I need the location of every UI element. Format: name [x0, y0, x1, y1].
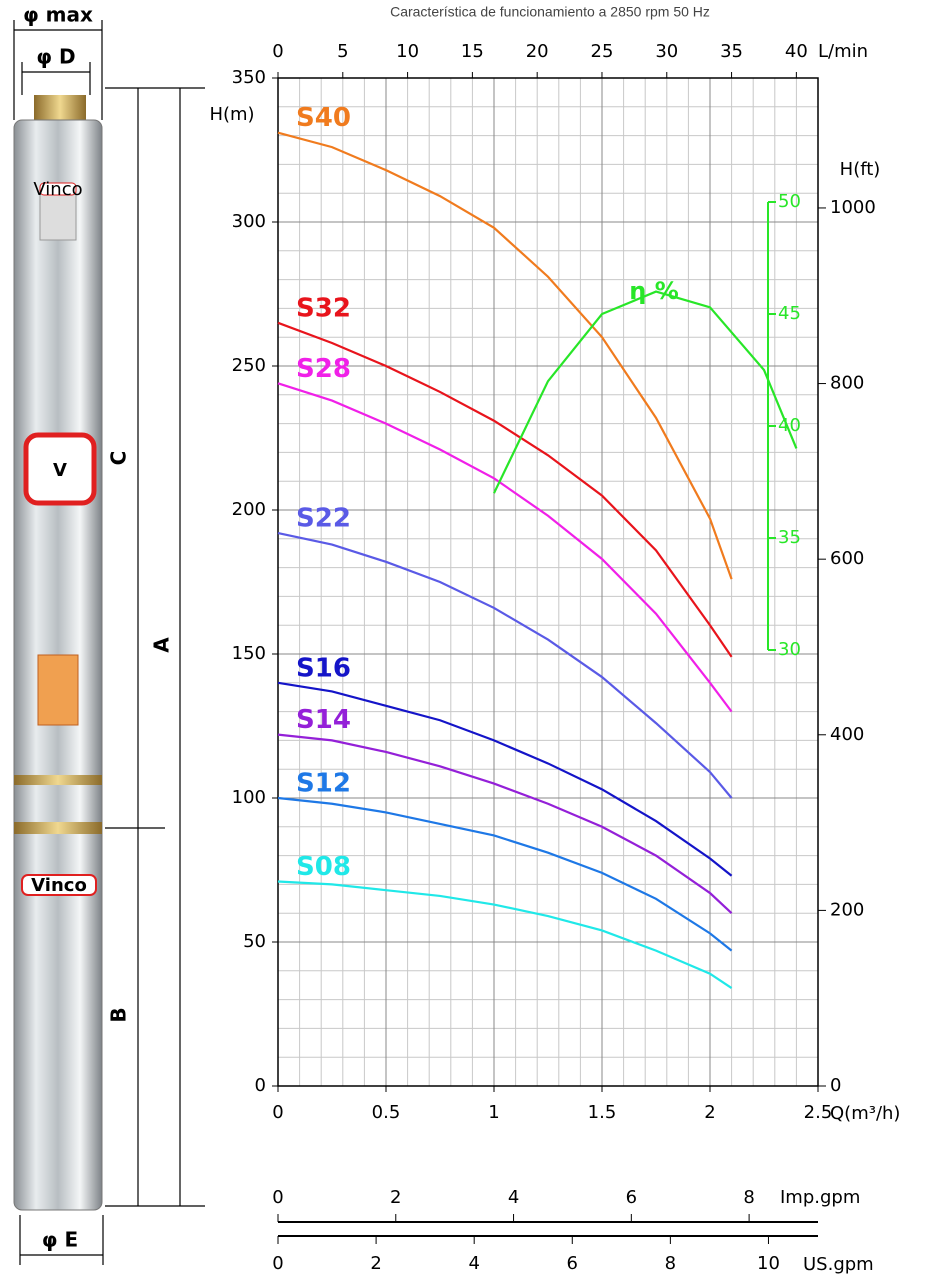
y3-tick-label: 1000 [830, 197, 876, 218]
series-line [278, 882, 732, 989]
x4-tick-label: 6 [567, 1253, 578, 1274]
x4-tick-label: 4 [468, 1253, 479, 1274]
y3-tick-label: 600 [830, 548, 864, 569]
y-tick-label: 250 [232, 355, 266, 376]
x2-tick-label: 20 [526, 41, 549, 62]
x2-axis-label: L/min [818, 41, 868, 62]
x4-tick-label: 0 [272, 1253, 283, 1274]
brand: Vinco [31, 875, 87, 896]
x2-tick-label: 15 [461, 41, 484, 62]
series-label: S22 [296, 504, 351, 534]
y-tick-label: 200 [232, 499, 266, 520]
pump-ring [14, 775, 102, 785]
y-tick-label: 100 [232, 787, 266, 808]
dimension-label: φ D [36, 45, 75, 69]
series-label: S16 [296, 653, 351, 683]
x-tick-label: 1 [488, 1102, 499, 1123]
dimension-label: A [150, 637, 174, 653]
y-tick-label: 50 [243, 931, 266, 952]
x2-tick-label: 30 [655, 41, 678, 62]
dimension-label: φ max [23, 3, 93, 27]
y2-tick-label: 35 [778, 527, 801, 548]
x3-axis-label: Imp.gpm [780, 1187, 860, 1208]
chart: V Vinco Vinco φ max φ D φ E C A B Caract… [0, 0, 934, 1282]
x4-tick-label: 8 [665, 1253, 676, 1274]
pump-sticker [38, 655, 78, 725]
x2-tick-label: 10 [396, 41, 419, 62]
x3-tick-label: 0 [272, 1187, 283, 1208]
dimension-label: C [107, 451, 131, 466]
x2-tick-label: 40 [785, 41, 808, 62]
y3-tick-label: 400 [830, 724, 864, 745]
x-tick-label: 1.5 [588, 1102, 617, 1123]
y-tick-label: 300 [232, 211, 266, 232]
x-tick-label: 2 [704, 1102, 715, 1123]
x3-tick-label: 4 [508, 1187, 519, 1208]
y-tick-label: 350 [232, 67, 266, 88]
series-label: η % [629, 277, 679, 305]
y3-tick-label: 0 [830, 1075, 841, 1096]
y2-tick-label: 50 [778, 191, 801, 212]
brand: Vinco [33, 179, 82, 200]
y-axis-label: H(m) [209, 104, 254, 125]
series-label: S28 [296, 354, 351, 384]
y2-tick-label: 30 [778, 639, 801, 660]
logo: V [53, 460, 67, 481]
pump-drawing: V Vinco Vinco φ max φ D φ E C A B [14, 3, 205, 1266]
series-label: S08 [296, 852, 351, 882]
x-tick-label: 0 [272, 1102, 283, 1123]
plot-frame [278, 78, 818, 1086]
x3-tick-label: 6 [626, 1187, 637, 1208]
x2-tick-label: 25 [591, 41, 614, 62]
x4-axis-label: US.gpm [803, 1254, 874, 1275]
dimension-label: B [107, 1007, 131, 1022]
series-label: S12 [296, 769, 351, 799]
y3-tick-label: 200 [830, 899, 864, 920]
x4-tick-label: 10 [757, 1253, 780, 1274]
x2-tick-label: 35 [720, 41, 743, 62]
x-tick-label: 0.5 [372, 1102, 401, 1123]
x-tick-label: 2.5 [804, 1102, 833, 1123]
x2-tick-label: 0 [272, 41, 283, 62]
x4-tick-label: 2 [370, 1253, 381, 1274]
y3-tick-label: 800 [830, 373, 864, 394]
x2-tick-label: 5 [337, 41, 348, 62]
y-tick-label: 0 [255, 1075, 266, 1096]
chart-title: Característica de funcionamiento a 2850 … [390, 4, 710, 20]
x-axis-label: Q(m³/h) [830, 1103, 900, 1124]
series-label: S40 [296, 103, 351, 133]
x3-tick-label: 2 [390, 1187, 401, 1208]
y2-tick-label: 45 [778, 303, 801, 324]
dimension-label: φ E [42, 1228, 78, 1252]
pump-head [34, 95, 86, 123]
series-label: S14 [296, 705, 351, 735]
pump-ring [14, 822, 102, 834]
y3-axis-label: H(ft) [840, 159, 881, 180]
y-tick-label: 150 [232, 643, 266, 664]
x3-tick-label: 8 [743, 1187, 754, 1208]
series-label: S32 [296, 293, 351, 323]
